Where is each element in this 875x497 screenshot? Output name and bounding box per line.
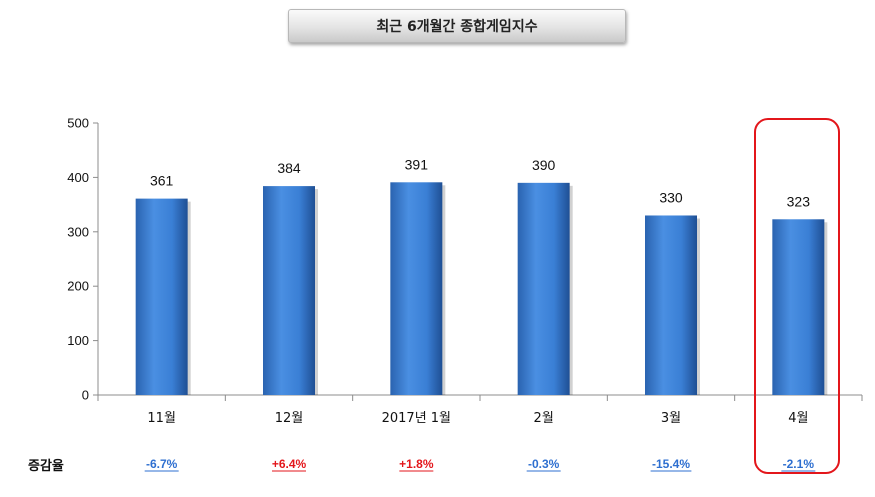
bar [135,198,188,395]
change-value: -15.4% [652,457,690,471]
x-tick-label: 11월 [147,411,176,426]
data-label: 361 [150,173,174,189]
bar [390,182,443,395]
data-label: 384 [277,160,301,176]
change-row-label: 증감율 [28,459,64,474]
highlight-box [754,118,840,474]
bar [517,182,570,395]
labels: 361 11월 384 12월 391 2017년 1월 390 2월 330 3월 323 4월 [147,156,810,426]
change-value: +6.4% [272,457,307,471]
y-tick-label: 200 [67,279,89,294]
bars [135,182,828,395]
x-tick-label: 12월 [275,411,304,426]
data-label: 390 [532,157,556,173]
change-value: -0.3% [528,457,560,471]
x-tick-label: 3월 [661,411,681,426]
y-tick-label: 0 [82,388,89,403]
change-value: -2.1% [783,457,815,471]
change-value: +1.8% [399,457,434,471]
bar [263,186,315,395]
data-label: 330 [659,189,683,205]
axes: 0 100 200 300 400 500 [67,116,863,403]
bar [772,219,825,395]
x-tick-label: 4월 [788,411,808,426]
change-row: -6.7% +6.4% +1.8% -0.3% -15.4% -2.1% [144,457,816,472]
bar [645,215,697,395]
data-label: 323 [787,193,811,209]
y-tick-label: 100 [67,333,89,348]
y-tick-label: 500 [67,116,89,131]
x-tick-label: 2월 [534,411,554,426]
chart-title-box: 최근 6개월간 종합게임지수 [288,9,626,43]
y-tick-label: 400 [67,170,89,185]
y-tick-label: 300 [67,224,89,239]
x-tick-label: 2017년 1월 [382,411,451,426]
change-value: -6.7% [146,457,178,471]
chart-title: 최근 6개월간 종합게임지수 [376,19,538,35]
data-label: 391 [405,156,429,172]
